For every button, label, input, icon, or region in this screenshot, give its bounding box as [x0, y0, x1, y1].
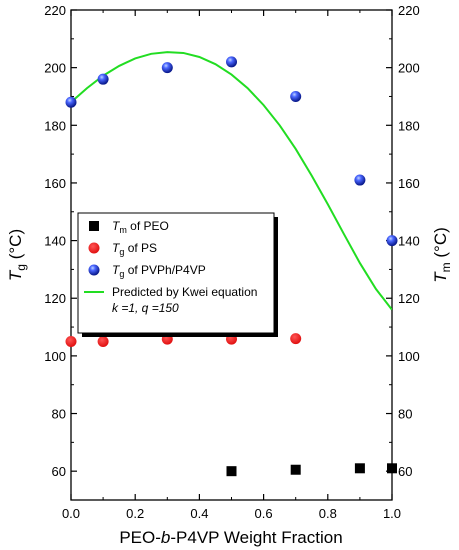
y-tick-label-left: 100 [44, 349, 66, 364]
y-tick-label-right: 200 [398, 61, 420, 76]
y-tick-label-right: 140 [398, 234, 420, 249]
tg_pvph-point [386, 235, 398, 247]
legend-swatch [89, 221, 99, 231]
legend-swatch [88, 242, 100, 254]
y-tick-label-right: 60 [398, 464, 412, 479]
y-tick-label-left: 200 [44, 61, 66, 76]
x-tick-label: 0.6 [255, 506, 273, 521]
tg_pvph-point [354, 174, 366, 186]
legend-label: Tm of PEO [112, 219, 169, 235]
y-tick-label-right: 120 [398, 291, 420, 306]
x-tick-label: 0.4 [190, 506, 208, 521]
y-tick-label-right: 180 [398, 118, 420, 133]
series-layer [71, 51, 392, 311]
y-tick-label-left: 80 [52, 407, 66, 422]
y-tick-label-left: 160 [44, 176, 66, 191]
y-axis-left: 60 80 100 120 140 160 180 200 220 [44, 3, 77, 479]
x-axis: 0.0 0.2 0.4 0.6 0.8 1.0 [62, 10, 401, 521]
legend-item-tg_ps: Tg of PS [88, 241, 157, 257]
y-axis-right: 60 80 100 120 140 160 180 200 220 [386, 3, 420, 479]
y-tick-label-left: 180 [44, 118, 66, 133]
tg_ps-point [97, 335, 109, 347]
legend-label: Tg of PVPh/P4VP [112, 263, 206, 279]
tg_pvph-point [97, 73, 109, 85]
legend-label: Tg of PS [112, 241, 157, 257]
legend-box [77, 212, 275, 334]
x-tick-label: 1.0 [383, 506, 401, 521]
tm_peo-point [387, 463, 397, 474]
y-tick-label-left: 120 [44, 291, 66, 306]
legend-swatch [88, 264, 100, 276]
y-tick-label-right: 220 [398, 3, 420, 18]
y-tick-label-left: 140 [44, 234, 66, 249]
marker-layer [65, 56, 398, 477]
x-axis-label: PEO-b-P4VP Weight Fraction [119, 528, 342, 547]
legend-item-tg_pvph: Tg of PVPh/P4VP [88, 263, 206, 279]
tg_ps-point [65, 335, 77, 347]
legend: Tm of PEO Tg of PS Tg of PVPh/P4VP Predicte… [77, 212, 278, 337]
x-tick-label: 0.8 [319, 506, 337, 521]
tm_peo-point [354, 463, 365, 474]
tg_ps-point [290, 333, 302, 345]
y-tick-label-right: 160 [398, 176, 420, 191]
legend-label: Predicted by Kwei equation [112, 285, 257, 299]
legend-item-kwei: Predicted by Kwei equation k =1, q =150 [84, 285, 257, 315]
y-axis-left-label: Tg (°C) [6, 229, 28, 281]
tg_pvph-point [65, 96, 77, 108]
y-axis-right-label: Tm (°C) [431, 227, 453, 283]
y-tick-label-left: 60 [52, 464, 66, 479]
tg_pvph-point [226, 56, 237, 68]
tm_peo-point [226, 466, 237, 477]
y-tick-label-right: 80 [398, 407, 412, 422]
y-tick-label-left: 220 [44, 3, 66, 18]
x-tick-label: 0.2 [126, 506, 144, 521]
legend-params: k =1, q =150 [112, 301, 179, 315]
kwei-fit-line [71, 51, 392, 311]
x-tick-label: 0.0 [62, 506, 80, 521]
tm_peo-point [290, 464, 301, 475]
legend-item-tm_peo: Tm of PEO [89, 219, 169, 235]
tg_pvph-point [161, 62, 173, 74]
tg_pvph-point [290, 90, 302, 102]
y-tick-label-right: 100 [398, 349, 420, 364]
